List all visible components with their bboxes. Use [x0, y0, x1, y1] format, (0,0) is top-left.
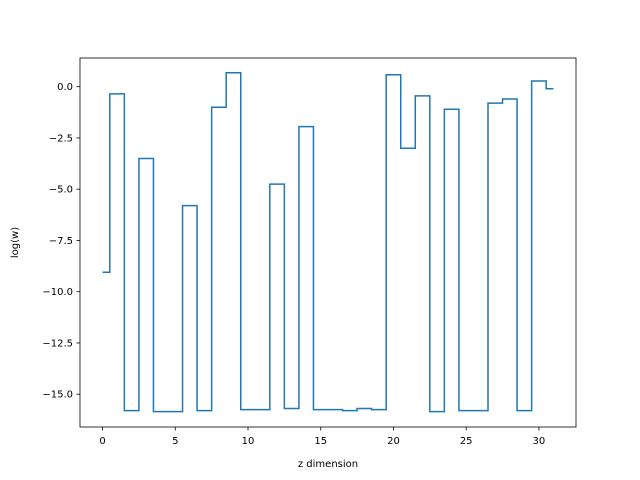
x-tick-label: 25	[460, 436, 473, 447]
axes-frame	[79, 57, 577, 428]
axes	[79, 57, 577, 428]
x-axis-label: z dimension	[298, 459, 358, 470]
x-tick-label: 5	[172, 436, 178, 447]
plot-area	[102, 72, 554, 413]
y-tick-label: −10.0	[42, 287, 73, 298]
series-line-0	[102, 72, 554, 413]
x-tick-label: 15	[314, 436, 327, 447]
y-tick-label: −7.5	[49, 236, 73, 247]
y-tick-label: −12.5	[42, 338, 73, 349]
x-tick-label: 30	[533, 436, 546, 447]
ticks: 0 5 10 15 20 25 30 0.0 −2.5 −5.0 −7.5 −10.0 −12.5 −15…	[42, 82, 545, 447]
x-tick-label: 10	[242, 436, 255, 447]
y-axis-label: log(w)	[10, 227, 21, 258]
x-tick-label: 0	[99, 436, 105, 447]
x-tick-label: 20	[387, 436, 400, 447]
y-tick-label: −2.5	[49, 133, 73, 144]
y-tick-label: 0.0	[57, 82, 73, 93]
y-tick-label: −15.0	[42, 390, 73, 401]
y-tick-label: −5.0	[49, 185, 73, 196]
